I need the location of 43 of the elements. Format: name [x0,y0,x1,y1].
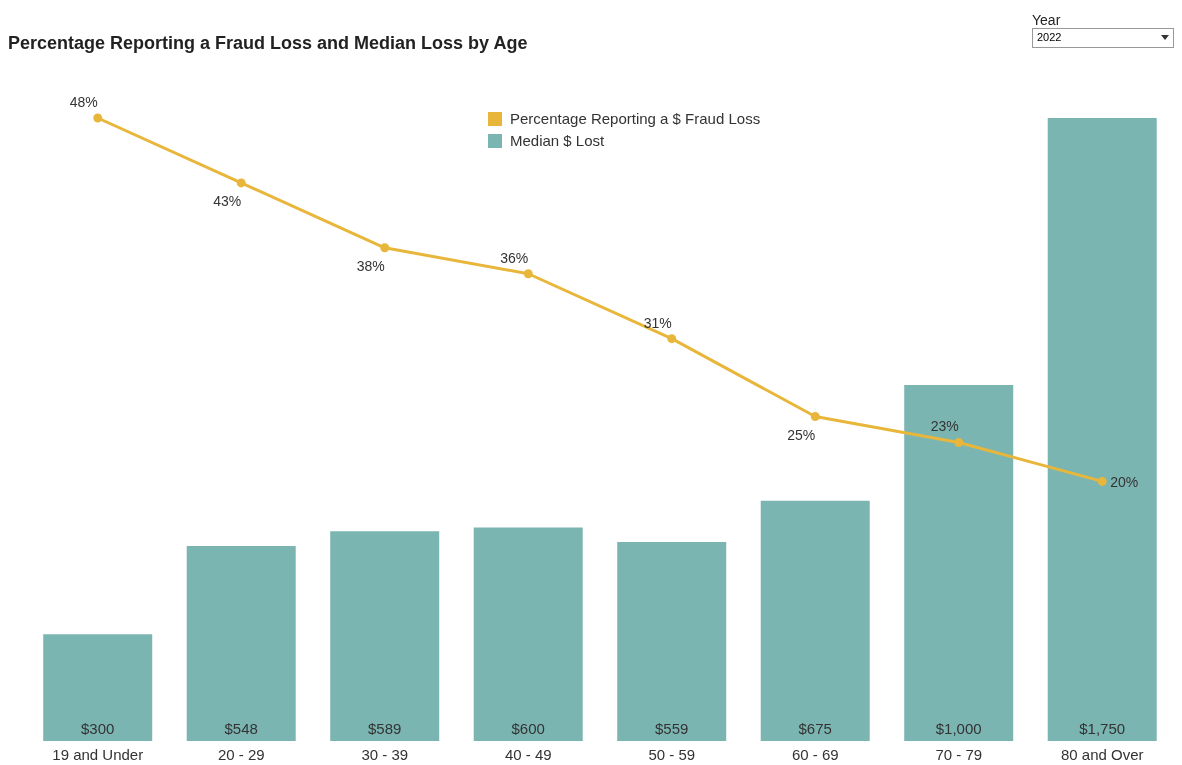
data-label: 48% [69,94,98,110]
point [93,113,103,123]
point [667,334,677,344]
point [1097,476,1107,486]
data-label: $548 [224,720,258,737]
x-tick-label: 60 - 69 [791,745,839,763]
x-tick-label: 40 - 49 [504,745,552,763]
point [810,412,820,422]
point [236,178,246,188]
data-label: $600 [511,720,545,737]
bar [473,527,583,741]
data-label: 38% [356,257,385,274]
x-tick-label: 30 - 39 [361,745,409,763]
bar [43,634,153,741]
data-label: $589 [368,720,402,737]
data-label: 36% [500,249,529,266]
data-label: $1,000 [935,720,982,737]
data-label: $300 [81,720,115,737]
bar [617,542,727,741]
legend-label: Percentage Reporting a $ Fraud Loss [509,109,761,129]
bar [1047,118,1157,741]
legend-label: Median $ Lost [509,131,606,151]
bar [186,545,296,741]
data-label: $1,750 [1079,720,1126,737]
point [954,437,964,447]
bar [330,531,440,741]
x-tick-label: 19 and Under [52,745,144,763]
data-label: 31% [643,314,672,331]
bar [904,385,1014,741]
chart-title: Percentage Reporting a Fraud Loss and Median Loss by Age [8,33,528,54]
data-label: $559 [655,720,689,737]
x-tick-label: 70 - 79 [935,745,983,763]
data-label: 20% [1110,474,1139,491]
point [380,243,390,253]
bar [760,500,870,741]
x-tick-label: 50 - 59 [648,745,696,763]
data-label: $675 [798,720,832,737]
data-label: 23% [930,418,959,435]
data-label: 25% [787,426,816,443]
data-label: 43% [213,192,242,209]
x-tick-label: 80 and Over [1060,745,1144,763]
point [523,269,533,279]
x-tick-label: 20 - 29 [217,745,265,763]
